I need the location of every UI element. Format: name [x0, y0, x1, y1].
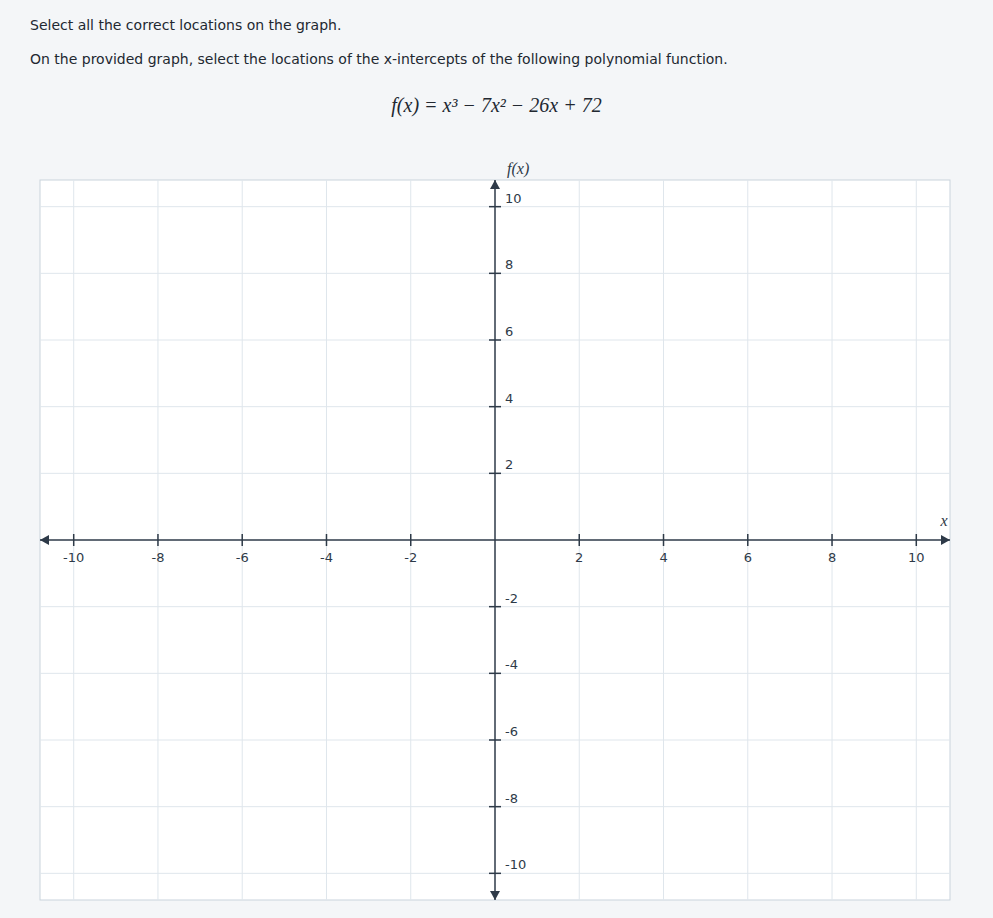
- y-tick-label: 4: [505, 391, 513, 406]
- x-tick: [241, 534, 243, 546]
- arrow-down: [490, 891, 500, 900]
- x-axis-label: x: [939, 512, 947, 529]
- arrow-left: [40, 535, 49, 545]
- y-tick: [489, 206, 501, 208]
- grid-line-x: [832, 180, 833, 900]
- grid-line-y: [40, 606, 950, 607]
- x-tick-label: 6: [744, 550, 752, 565]
- y-tick-label: -4: [505, 657, 518, 672]
- subtitle: On the provided graph, select the locati…: [30, 51, 728, 67]
- grid-line-x: [242, 180, 243, 900]
- x-tick-label: -10: [63, 550, 84, 565]
- x-tick: [579, 534, 581, 546]
- x-tick: [831, 534, 833, 546]
- plot-area: [40, 180, 950, 900]
- ticks: -10 -8 -6 -4 -2 2 4 6 8 10 -10 -8 -6 -4 -2 2 4 6 8 10: [63, 191, 924, 874]
- arrow-up: [490, 180, 500, 189]
- grid-line-y: [40, 740, 950, 741]
- grid-line-x: [916, 180, 917, 900]
- x-tick: [73, 534, 75, 546]
- y-tick: [489, 473, 501, 475]
- x-tick: [916, 534, 918, 546]
- y-tick: [489, 339, 501, 341]
- x-tick-label: -6: [236, 550, 249, 565]
- formula: f(x) = x³ − 7x² − 26x + 72: [391, 94, 601, 117]
- x-tick: [663, 534, 665, 546]
- x-tick-label: 4: [659, 550, 667, 565]
- grid-line-y: [40, 340, 950, 341]
- grid-line-x: [663, 180, 664, 900]
- x-tick-label: -8: [151, 550, 164, 565]
- grid-line-y: [40, 673, 950, 674]
- grid: [40, 180, 950, 900]
- y-tick: [489, 606, 501, 608]
- y-tick-label: 2: [505, 457, 513, 472]
- x-tick: [157, 534, 159, 546]
- grid-line-y: [40, 873, 950, 874]
- y-tick-label: -8: [505, 791, 518, 806]
- y-tick-label: 10: [505, 191, 522, 206]
- y-tick-label: -10: [505, 857, 526, 872]
- x-tick-label: -2: [404, 550, 417, 565]
- grid-line-y: [40, 806, 950, 807]
- y-tick: [489, 673, 501, 675]
- y-tick: [489, 273, 501, 275]
- grid-line-y: [40, 206, 950, 207]
- y-axis-line: [494, 180, 496, 900]
- grid-line-x: [157, 180, 158, 900]
- y-tick-label: -6: [505, 724, 518, 739]
- x-tick: [326, 534, 328, 546]
- y-tick: [489, 739, 501, 741]
- y-tick-label: 8: [505, 257, 513, 272]
- grid-line-x: [747, 180, 748, 900]
- x-tick-label: 2: [575, 550, 583, 565]
- title: Select all the correct locations on the …: [30, 17, 341, 33]
- y-axis-label: f(x): [507, 160, 529, 178]
- x-tick: [410, 534, 412, 546]
- chart-svg: Select all the correct locations on the …: [0, 0, 993, 918]
- x-tick-label: -4: [320, 550, 333, 565]
- y-tick-label: 6: [505, 324, 513, 339]
- arrow-right: [941, 535, 950, 545]
- x-tick: [747, 534, 749, 546]
- y-tick: [489, 406, 501, 408]
- grid-line-y: [40, 473, 950, 474]
- y-tick-label: -2: [505, 591, 518, 606]
- y-tick: [489, 873, 501, 875]
- grid-line-y: [40, 406, 950, 407]
- grid-line-y: [40, 273, 950, 274]
- x-tick-label: 8: [828, 550, 836, 565]
- grid-line-x: [579, 180, 580, 900]
- chart-container: Select all the correct locations on the …: [0, 0, 993, 918]
- axes: [40, 180, 950, 900]
- x-tick-label: 10: [908, 550, 925, 565]
- y-tick: [489, 806, 501, 808]
- grid-line-x: [410, 180, 411, 900]
- grid-line-x: [326, 180, 327, 900]
- grid-line-x: [73, 180, 74, 900]
